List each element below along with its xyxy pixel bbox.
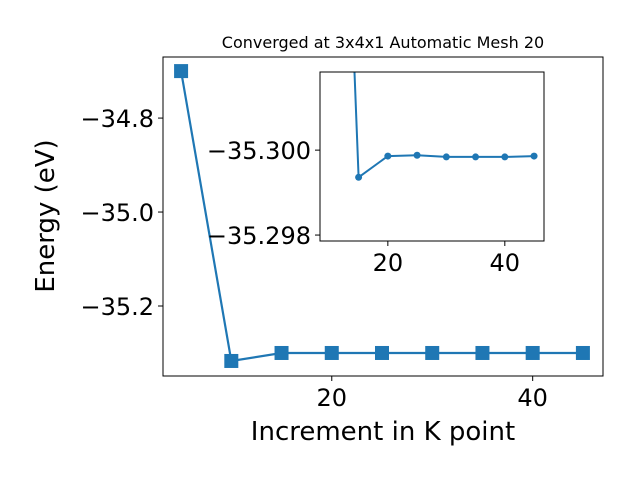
plot-data: [353, 72, 538, 181]
plot-data: [174, 64, 590, 368]
axes-frame: [319, 71, 545, 242]
marker: [575, 345, 590, 360]
marker: [425, 345, 440, 360]
marker: [475, 345, 490, 360]
y-tick-label: −35.300: [207, 137, 311, 165]
series-line: [353, 72, 535, 180]
marker: [442, 153, 450, 161]
x-tick-label: 40: [517, 384, 548, 412]
y-axis-label: Energy (eV): [31, 139, 61, 292]
marker: [274, 345, 289, 360]
y-tick-label: −35.298: [207, 222, 311, 250]
marker: [472, 153, 480, 161]
x-tick-label: 40: [490, 249, 521, 277]
y-tick-label: −34.8: [80, 105, 154, 133]
marker: [413, 151, 421, 159]
x-tick-label: 20: [316, 384, 347, 412]
y-tick-label: −35.0: [80, 199, 154, 227]
marker: [374, 345, 389, 360]
x-axis-label: Increment in K point: [251, 417, 515, 447]
y-tick-label: −35.2: [80, 293, 154, 321]
marker: [501, 153, 509, 161]
marker: [355, 173, 363, 181]
marker: [174, 64, 189, 79]
axes-frame: [162, 56, 604, 377]
marker: [224, 353, 239, 368]
marker: [525, 345, 540, 360]
chart-title: Converged at 3x4x1 Automatic Mesh 20: [222, 33, 544, 52]
x-tick-label: 20: [373, 249, 404, 277]
marker: [384, 152, 392, 160]
marker: [324, 345, 339, 360]
marker: [530, 152, 538, 160]
